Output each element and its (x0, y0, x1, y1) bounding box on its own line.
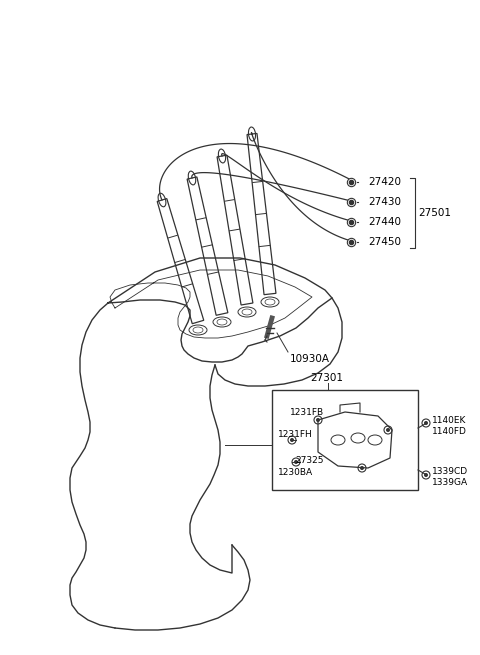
Text: 27430: 27430 (368, 197, 401, 207)
Text: 10930A: 10930A (290, 354, 330, 364)
Circle shape (422, 471, 430, 479)
Circle shape (288, 436, 296, 444)
Circle shape (314, 416, 322, 424)
Text: 1339CD: 1339CD (432, 467, 468, 476)
Text: 1140FD: 1140FD (432, 427, 467, 436)
Text: 1339GA: 1339GA (432, 478, 468, 487)
Circle shape (290, 438, 294, 442)
Circle shape (424, 421, 428, 425)
Text: 1230BA: 1230BA (278, 468, 313, 477)
Circle shape (316, 418, 320, 422)
Circle shape (422, 419, 430, 427)
Text: 27450: 27450 (368, 237, 401, 247)
Text: 1231FH: 1231FH (278, 430, 313, 439)
Text: 27325: 27325 (295, 456, 324, 465)
Text: 27501: 27501 (418, 208, 451, 218)
Circle shape (424, 473, 428, 477)
Circle shape (384, 426, 392, 434)
Circle shape (358, 464, 366, 472)
Circle shape (386, 428, 390, 432)
Text: 1231FB: 1231FB (290, 408, 324, 417)
Circle shape (292, 458, 300, 466)
Text: 27301: 27301 (310, 373, 343, 383)
Text: 27420: 27420 (368, 177, 401, 187)
Text: 1140EK: 1140EK (432, 416, 467, 425)
Text: 27440: 27440 (368, 217, 401, 227)
Bar (272, 390, 418, 490)
Circle shape (360, 466, 364, 470)
Circle shape (294, 460, 298, 464)
